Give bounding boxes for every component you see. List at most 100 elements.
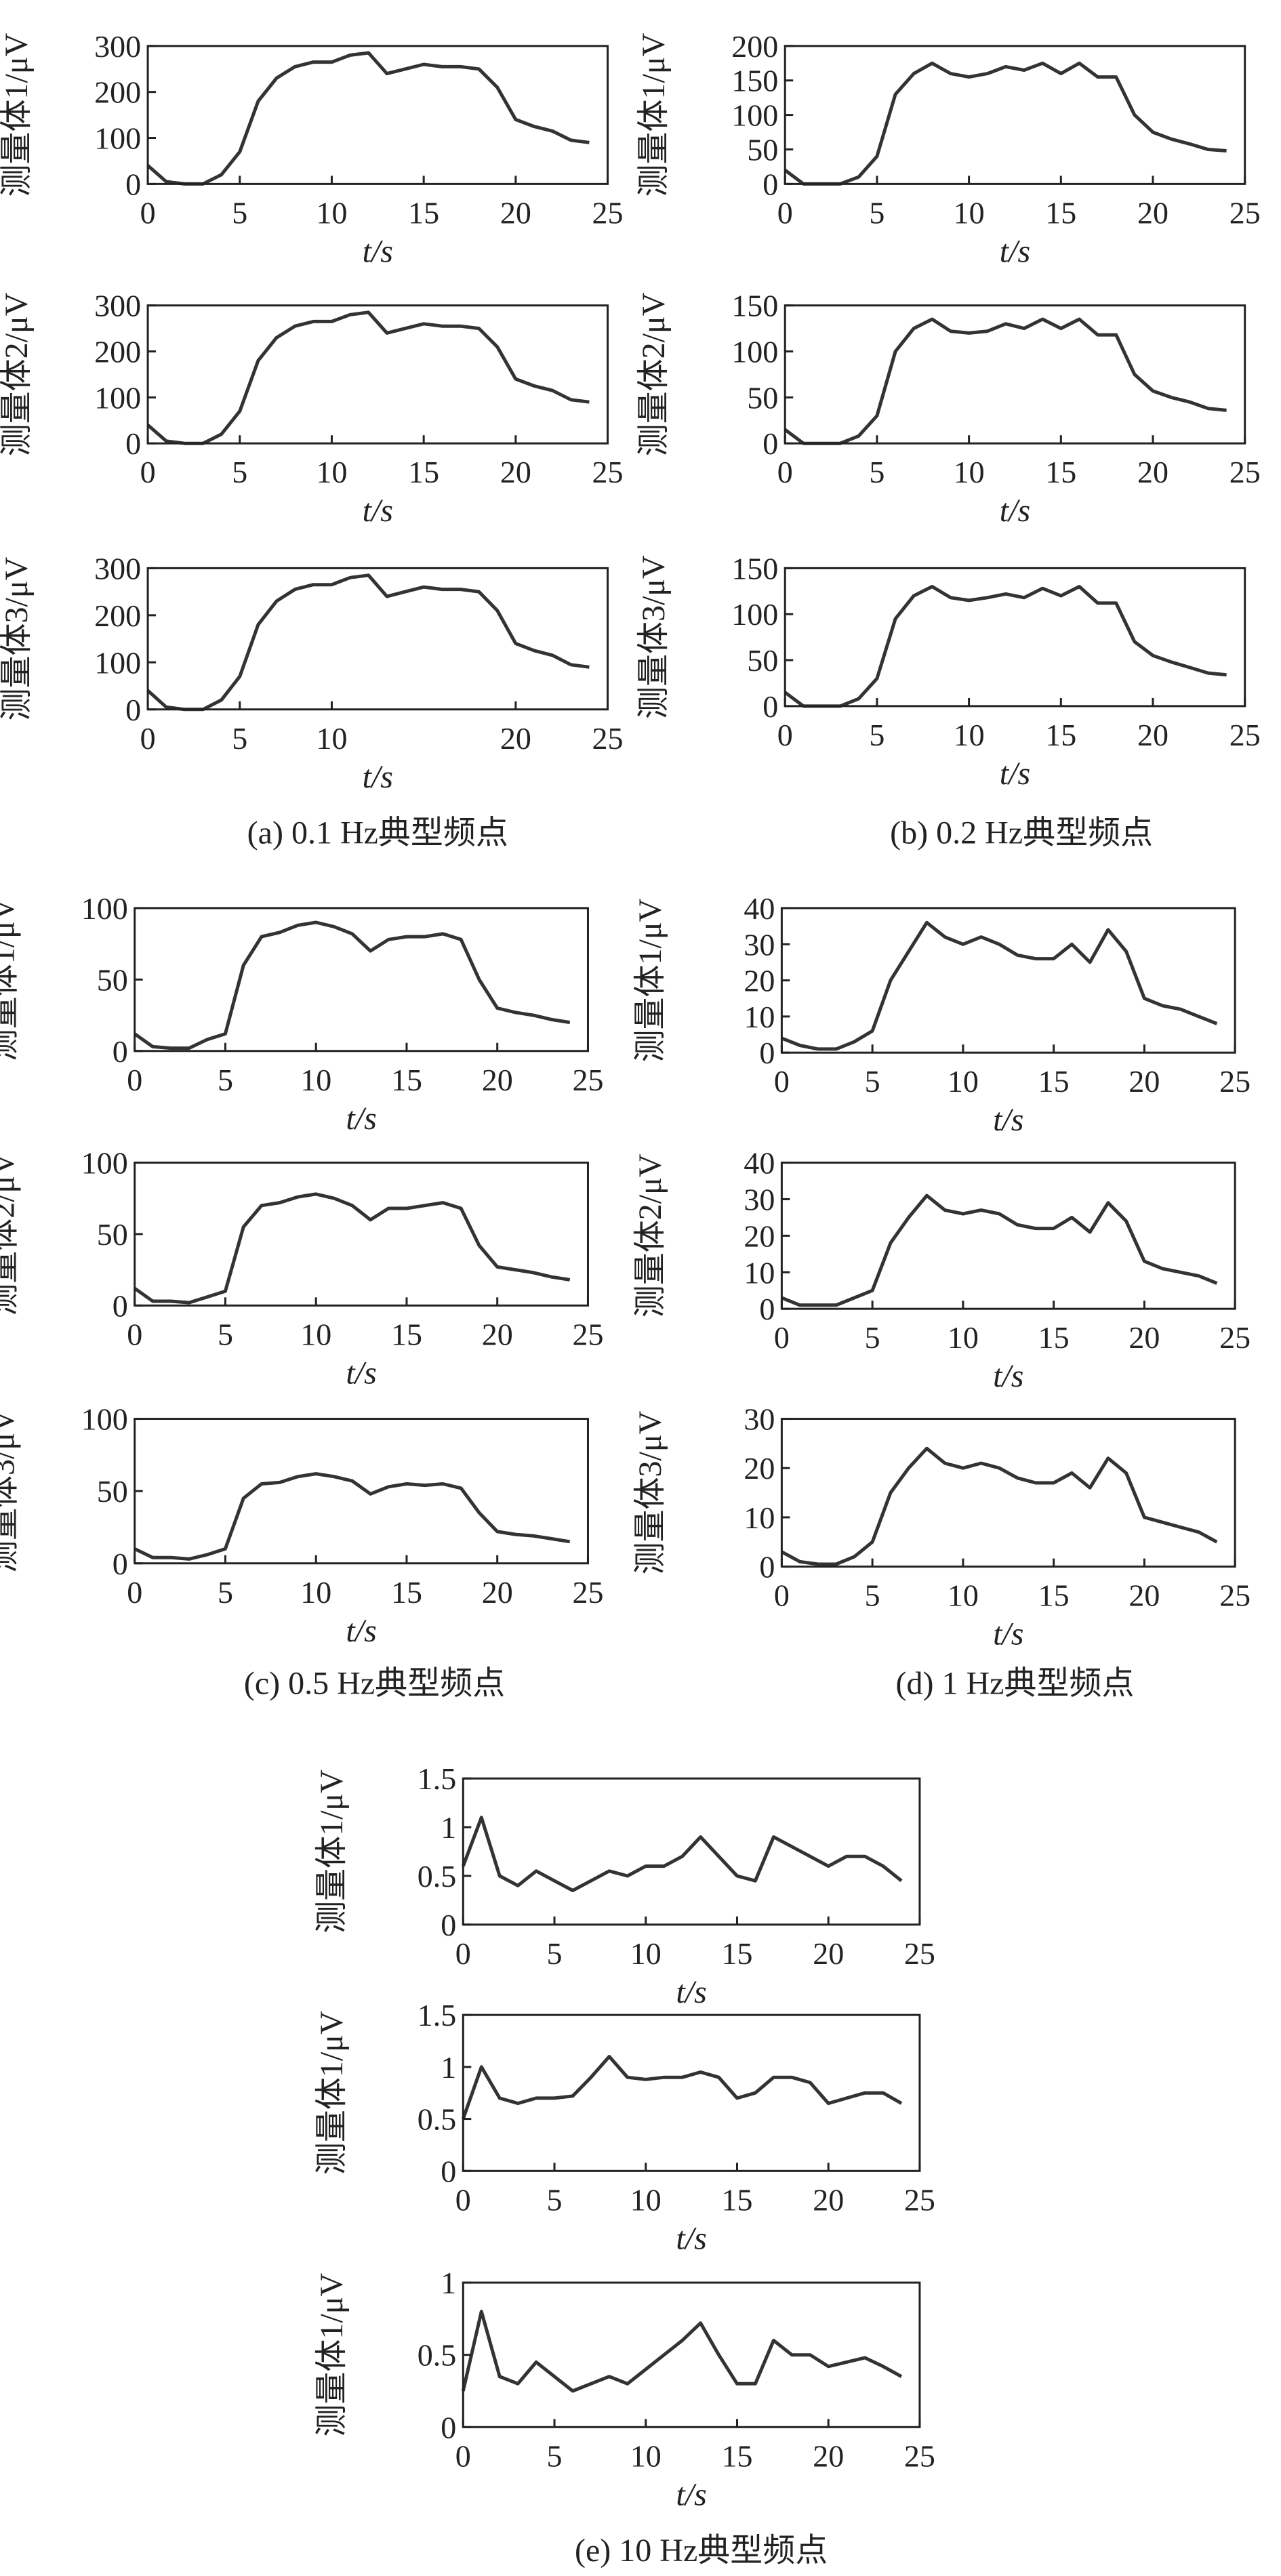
y-tick-label: 100: [81, 891, 128, 926]
x-tick-label: 0: [127, 1317, 142, 1351]
x-tick-label: 15: [1038, 1320, 1070, 1355]
y-tick-label: 0: [441, 2154, 456, 2188]
x-tick-label: 0: [774, 1320, 790, 1355]
y-axis-label: 测量体1/μV: [314, 2011, 350, 2175]
y-axis-label: 测量体1/μV: [314, 1770, 350, 1934]
data-line: [461, 2310, 903, 2393]
y-tick-label: 200: [94, 75, 141, 110]
x-tick-label: 25: [592, 721, 624, 756]
data-line: [134, 1472, 571, 1561]
x-tick-label: 5: [218, 1317, 233, 1351]
y-tick-label: 100: [81, 1146, 128, 1181]
y-tick-label: 200: [731, 29, 778, 64]
data-line: [146, 573, 590, 712]
plot-frame: [462, 2013, 921, 2172]
y-tick-label: 0: [441, 1908, 456, 1942]
y-tick-label: 0: [762, 426, 778, 461]
plot-frame: [784, 304, 1246, 445]
plot-frame: [134, 1162, 589, 1307]
y-tick-label: 50: [97, 962, 128, 997]
x-tick-label: 0: [774, 1578, 790, 1613]
data-line: [784, 317, 1227, 445]
y-tick-label: 0: [113, 1547, 128, 1581]
x-tick-label: 20: [1128, 1064, 1160, 1099]
x-tick-label: 15: [1045, 718, 1076, 752]
x-tick-label: 10: [954, 195, 985, 230]
y-axis-label: 测量体2/μV: [636, 292, 672, 456]
y-tick-label: 150: [731, 64, 778, 98]
x-tick-label: 15: [391, 1575, 422, 1610]
x-tick-label: 10: [316, 455, 347, 489]
y-tick-label: 20: [744, 964, 775, 998]
x-axis-label: t/s: [676, 2220, 706, 2256]
y-tick-label: 0: [441, 2410, 456, 2445]
data-line: [781, 1446, 1218, 1566]
y-tick-label: 10: [744, 1500, 775, 1535]
data-line: [134, 1192, 571, 1305]
x-tick-label: 20: [813, 1936, 844, 1971]
y-tick-label: 200: [94, 598, 141, 633]
y-tick-label: 30: [744, 1182, 775, 1217]
y-tick-label: 1: [441, 2266, 456, 2300]
x-tick-label: 25: [572, 1063, 603, 1097]
y-tick-label: 0: [113, 1034, 128, 1069]
x-tick-label: 15: [721, 2182, 752, 2217]
y-tick-label: 40: [744, 1146, 775, 1181]
x-tick-label: 25: [1229, 195, 1261, 230]
x-tick-label: 10: [954, 718, 985, 752]
data-line: [146, 51, 590, 186]
y-tick-label: 50: [747, 133, 778, 167]
x-tick-label: 0: [127, 1575, 142, 1610]
x-tick-label: 25: [572, 1317, 603, 1351]
x-tick-label: 15: [721, 1936, 752, 1971]
plot-frame: [146, 45, 609, 185]
y-tick-label: 10: [744, 1000, 775, 1034]
data-line: [134, 920, 571, 1050]
plot-frame: [146, 304, 609, 445]
x-tick-label: 25: [1229, 455, 1261, 489]
x-tick-label: 25: [572, 1575, 603, 1610]
data-line: [784, 585, 1227, 708]
x-axis-label: t/s: [676, 2476, 706, 2512]
x-tick-label: 5: [232, 721, 247, 756]
x-axis-label: t/s: [993, 1102, 1023, 1138]
data-line: [461, 2055, 903, 2120]
plot-frame: [784, 567, 1246, 708]
x-tick-label: 20: [1137, 718, 1168, 752]
x-axis-label: t/s: [993, 1358, 1023, 1394]
x-tick-label: 20: [500, 195, 531, 230]
plot-frame: [462, 1777, 921, 1926]
y-tick-label: 20: [744, 1219, 775, 1253]
y-axis-label: 测量体3/μV: [0, 1409, 22, 1573]
x-tick-label: 25: [592, 455, 624, 489]
y-axis-label: 测量体2/μV: [0, 1152, 22, 1316]
data-line: [146, 310, 590, 445]
y-tick-label: 0: [125, 693, 141, 727]
x-tick-label: 25: [1219, 1320, 1250, 1355]
x-tick-label: 20: [482, 1317, 513, 1351]
data-line: [781, 920, 1218, 1051]
x-tick-label: 10: [948, 1578, 979, 1613]
y-axis-label: 测量体1/μV: [636, 33, 672, 197]
x-axis-label: t/s: [363, 493, 393, 529]
plot-frame: [780, 907, 1236, 1054]
x-tick-label: 20: [482, 1063, 513, 1097]
x-tick-label: 25: [1219, 1064, 1250, 1099]
y-tick-label: 100: [94, 380, 141, 415]
x-tick-label: 0: [455, 2438, 471, 2473]
x-tick-label: 0: [774, 1064, 790, 1099]
x-tick-label: 25: [904, 2438, 935, 2473]
y-tick-label: 200: [94, 335, 141, 369]
x-tick-label: 20: [1128, 1578, 1160, 1613]
y-tick-label: 30: [744, 1402, 775, 1437]
y-tick-label: 40: [744, 891, 775, 926]
x-axis-label: t/s: [993, 1616, 1023, 1652]
plot-frame: [784, 45, 1246, 185]
y-tick-label: 30: [744, 927, 775, 962]
x-axis-label: t/s: [676, 1974, 706, 2010]
y-tick-label: 10: [744, 1255, 775, 1290]
y-tick-label: 1.5: [418, 1998, 457, 2032]
plot-frame: [146, 567, 609, 711]
x-tick-label: 5: [232, 455, 247, 489]
